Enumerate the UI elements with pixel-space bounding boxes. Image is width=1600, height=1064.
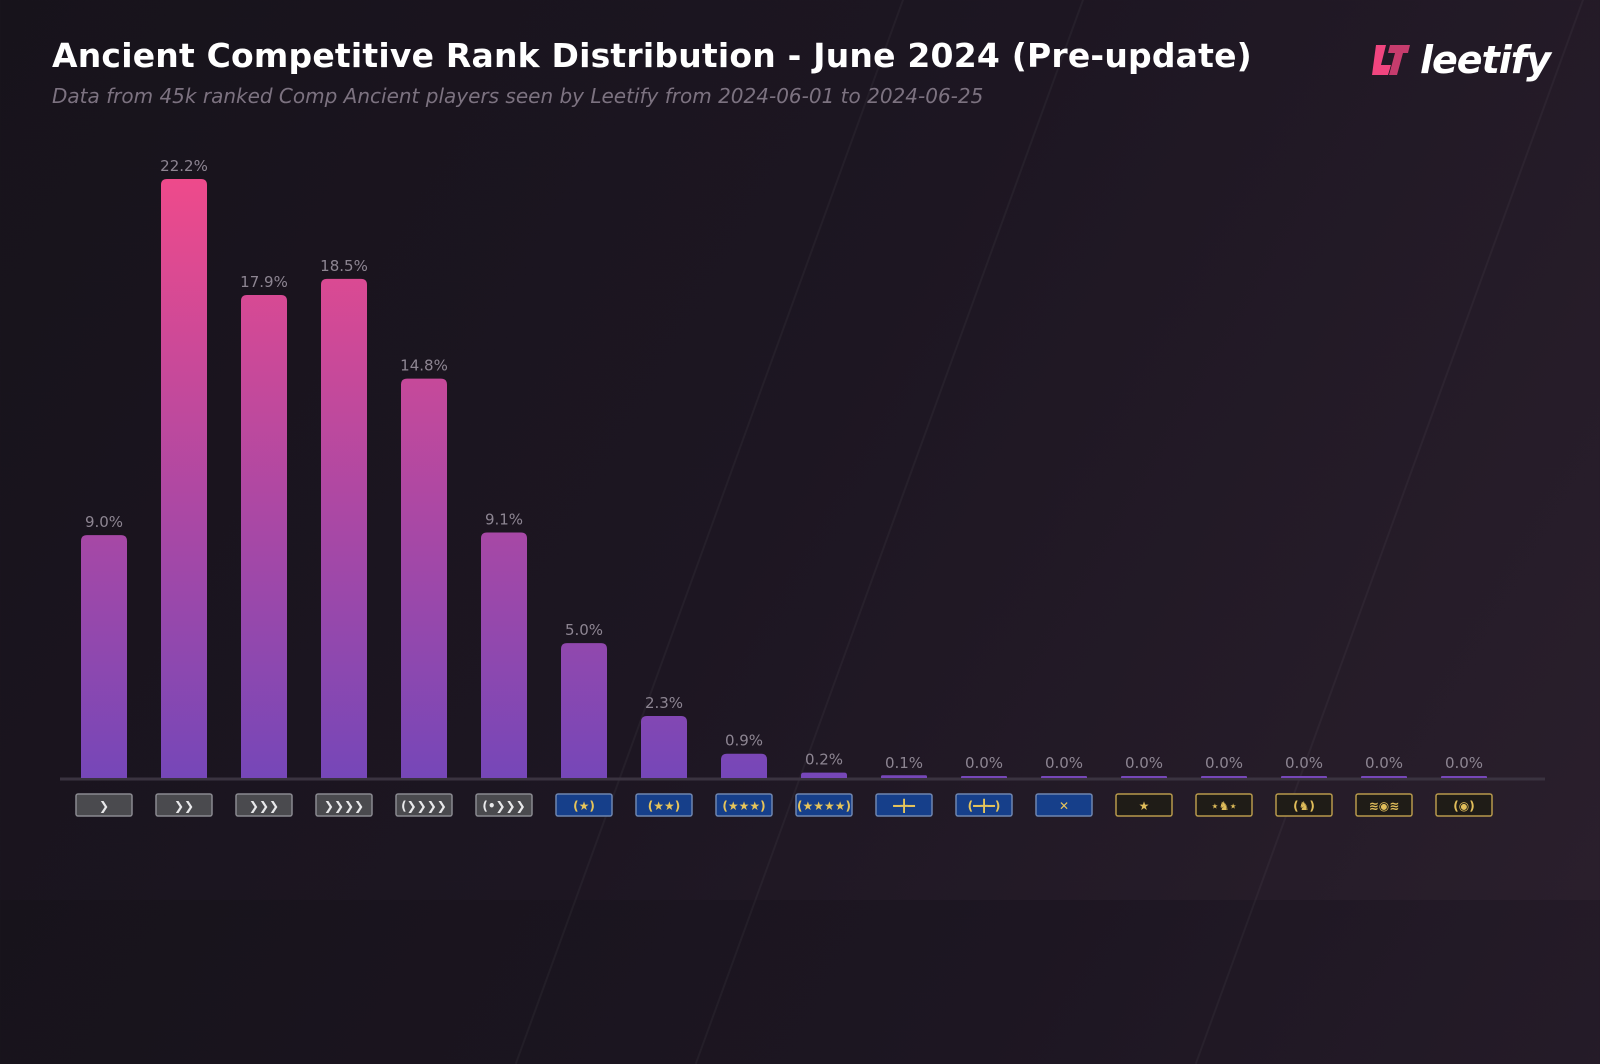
bar-supreme-master-first-class — [1361, 776, 1407, 778]
chart-title: Ancient Competitive Rank Distribution - … — [52, 36, 1252, 75]
rank-badge-gold-nova-master-icon: (★★★★) — [795, 793, 853, 817]
svg-text:(•❯❯❯: (•❯❯❯ — [482, 799, 525, 813]
rank-badge-supreme-master-first-class-icon: ≋◉≋ — [1355, 793, 1413, 817]
bar-value-label: 22.2% — [160, 157, 208, 175]
bar-value-label: 2.3% — [645, 694, 683, 712]
rank-badge-global-elite-icon: (◉) — [1435, 793, 1493, 817]
bar-gold-nova-2 — [641, 715, 687, 778]
svg-text:(♞): (♞) — [1293, 799, 1315, 813]
leetify-logo-mark-icon — [1372, 45, 1410, 75]
bar-silver-elite — [401, 378, 447, 778]
bar-master-guardian-2 — [961, 776, 1007, 778]
svg-text:★: ★ — [1139, 799, 1150, 813]
bar-value-label: 17.9% — [240, 273, 288, 291]
bar-value-label: 0.0% — [965, 754, 1003, 772]
rank-badge-distinguished-master-guardian-icon: ★ — [1115, 793, 1173, 817]
svg-text:⋆♞⋆: ⋆♞⋆ — [1211, 799, 1237, 813]
svg-text:❯❯: ❯❯ — [174, 799, 194, 813]
bar-value-label: 0.0% — [1445, 754, 1483, 772]
bar-gold-nova-master — [801, 772, 847, 778]
rank-badge-legendary-eagle-icon: ⋆♞⋆ — [1195, 793, 1253, 817]
bar-value-label: 0.0% — [1285, 754, 1323, 772]
rank-badge-master-guardian-elite-icon: ✕ — [1035, 793, 1093, 817]
svg-text:(◉): (◉) — [1453, 799, 1474, 813]
bar-silver-4 — [321, 278, 367, 778]
bar-value-label: 5.0% — [565, 621, 603, 639]
rank-badge-master-guardian-1-icon: ━╋━ — [875, 793, 933, 817]
bar-value-label: 9.1% — [485, 510, 523, 528]
svg-text:(★): (★) — [573, 799, 595, 813]
svg-text:❯❯❯: ❯❯❯ — [249, 799, 279, 813]
svg-text:━╋━: ━╋━ — [892, 798, 915, 813]
svg-text:✕: ✕ — [1059, 799, 1069, 813]
svg-text:❯❯❯❯: ❯❯❯❯ — [324, 799, 364, 813]
svg-text:(★★★): (★★★) — [722, 799, 765, 813]
rank-badge-silver-4-icon: ❯❯❯❯ — [315, 793, 373, 817]
svg-text:(━╋━): (━╋━) — [968, 798, 1001, 813]
bar-value-label: 0.0% — [1205, 754, 1243, 772]
rank-badge-master-guardian-2-icon: (━╋━) — [955, 793, 1013, 817]
bar-value-label: 18.5% — [320, 257, 368, 275]
rank-badge-silver-2-icon: ❯❯ — [155, 793, 213, 817]
rank-badge-legendary-eagle-master-icon: (♞) — [1275, 793, 1333, 817]
chart-subtitle: Data from 45k ranked Comp Ancient player… — [52, 84, 984, 108]
leetify-logo-text: leetify — [1420, 38, 1551, 82]
bar-distinguished-master-guardian — [1121, 776, 1167, 778]
bar-legendary-eagle — [1201, 776, 1247, 778]
bar-value-label: 14.8% — [400, 357, 448, 375]
rank-badge-silver-elite-master-icon: (•❯❯❯ — [475, 793, 533, 817]
bar-master-guardian-elite — [1041, 776, 1087, 778]
leetify-logo: leetify — [1370, 38, 1551, 82]
bar-silver-3 — [241, 295, 287, 778]
svg-text:(❯❯❯❯: (❯❯❯❯ — [401, 799, 447, 813]
bar-global-elite — [1441, 776, 1487, 778]
bar-value-label: 0.9% — [725, 732, 763, 750]
rank-badge-silver-3-icon: ❯❯❯ — [235, 793, 293, 817]
svg-text:❯: ❯ — [99, 799, 109, 813]
rank-badge-gold-nova-3-icon: (★★★) — [715, 793, 773, 817]
bar-silver-elite-master — [481, 532, 527, 778]
rank-badge-gold-nova-1-icon: (★) — [555, 793, 613, 817]
bar-legendary-eagle-master — [1281, 776, 1327, 778]
bar-gold-nova-1 — [561, 643, 607, 778]
bar-value-label: 9.0% — [85, 513, 123, 531]
rank-badge-silver-elite-icon: (❯❯❯❯ — [395, 793, 453, 817]
rank-badge-silver-1-icon: ❯ — [75, 793, 133, 817]
bar-value-label: 0.2% — [805, 751, 843, 769]
bar-value-label: 0.0% — [1365, 754, 1403, 772]
bar-value-label: 0.0% — [1045, 754, 1083, 772]
svg-text:≋◉≋: ≋◉≋ — [1369, 799, 1400, 813]
bar-gold-nova-3 — [721, 753, 767, 778]
bar-value-label: 0.0% — [1125, 754, 1163, 772]
bar-master-guardian-1 — [881, 775, 927, 778]
bar-silver-1 — [81, 535, 127, 778]
rank-distribution-chart: 9.0% ❯ 22.2% ❯❯ 17.9% ❯❯❯ 18.5% ❯❯❯❯ 14.8% (❯❯❯❯ 9… — [60, 157, 1545, 817]
svg-text:(★★): (★★) — [648, 799, 680, 813]
bar-silver-2 — [161, 179, 207, 778]
bar-value-label: 0.1% — [885, 754, 923, 772]
svg-text:(★★★★): (★★★★) — [797, 799, 851, 813]
rank-badge-gold-nova-2-icon: (★★) — [635, 793, 693, 817]
